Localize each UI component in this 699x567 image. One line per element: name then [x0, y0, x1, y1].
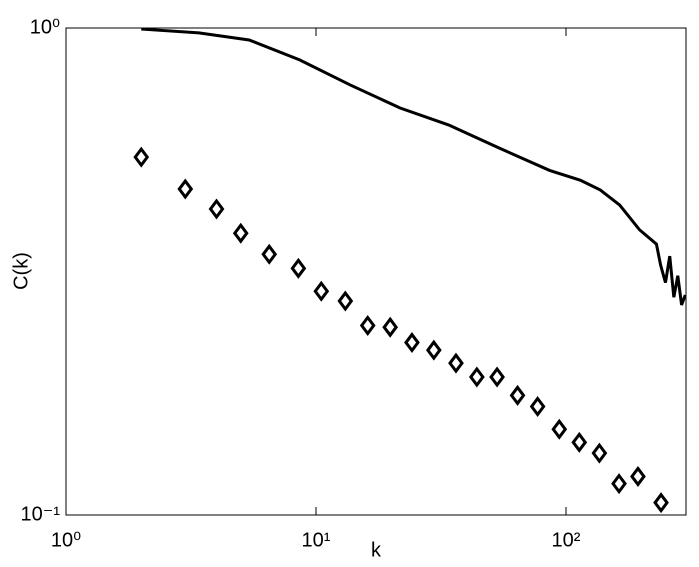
diamond-marker	[591, 442, 608, 464]
x-axis-label: k	[371, 539, 382, 561]
diamond-marker	[177, 178, 194, 200]
diamond-marker	[382, 316, 399, 338]
diamond-marker	[337, 290, 354, 312]
y-tick-label: 10⁻¹	[21, 503, 61, 525]
plot-frame	[65, 27, 687, 516]
diamond-marker	[571, 431, 588, 453]
diamond-marker	[404, 332, 420, 354]
data-line	[141, 27, 687, 306]
diamond-marker	[232, 222, 249, 244]
diamond-marker	[611, 473, 627, 495]
y-axis-label: C(k)	[10, 252, 32, 290]
diamond-marker	[133, 146, 150, 168]
diamond-marker	[509, 384, 526, 406]
diamond-marker	[448, 352, 464, 374]
diamond-marker	[551, 418, 568, 440]
diamond-marker	[208, 198, 225, 220]
diamond-marker	[290, 257, 307, 279]
diamond-marker	[313, 280, 330, 302]
diamond-marker	[261, 243, 278, 265]
diamond-marker	[425, 339, 442, 361]
diamond-marker	[468, 366, 485, 388]
x-tick-label: 10⁰	[51, 529, 81, 551]
diamond-marker	[630, 465, 646, 487]
x-tick-label: 10¹	[302, 529, 331, 551]
diamond-marker	[653, 492, 669, 514]
diamond-marker	[359, 314, 376, 336]
y-tick-label: 10⁰	[30, 16, 60, 38]
diamond-marker	[529, 396, 546, 418]
x-tick-label: 10²	[552, 529, 581, 551]
diamond-marker	[489, 366, 505, 388]
